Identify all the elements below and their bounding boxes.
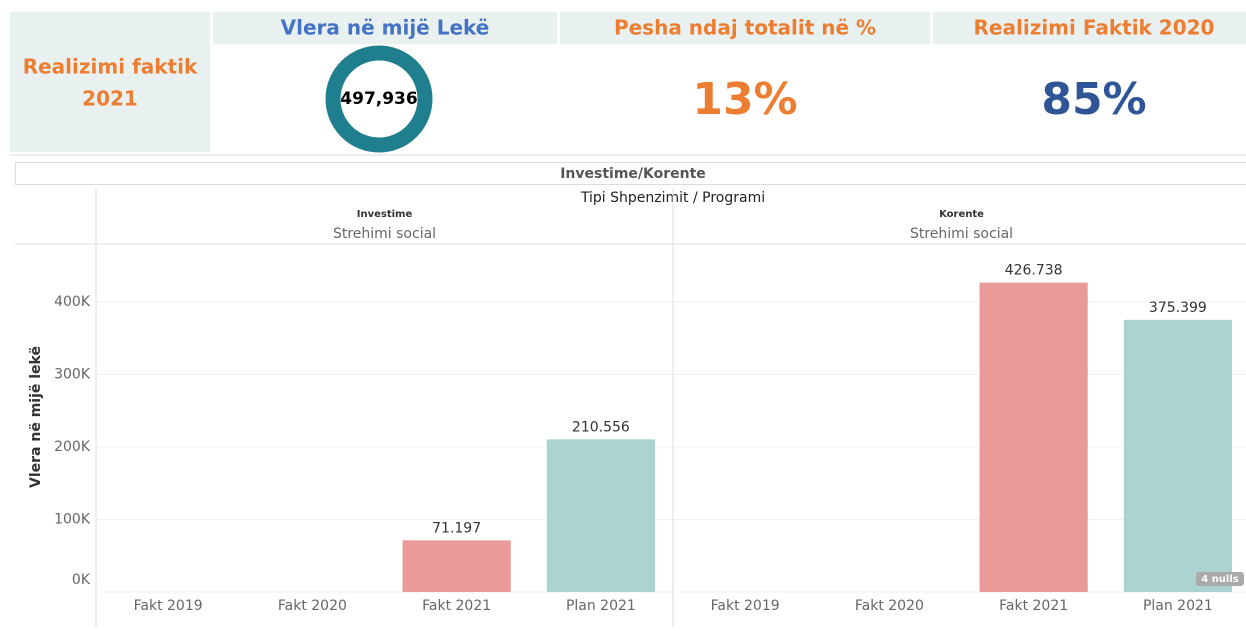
kpi-title: Pesha ndaj totalit në % (614, 16, 876, 40)
kpi-title: Vlera në mijë Lekë (281, 16, 490, 40)
x-tick-label: Fakt 2020 (855, 598, 924, 614)
x-tick-label: Fakt 2019 (134, 598, 203, 614)
value-label: 375.399 (1149, 300, 1207, 316)
kpi-value: 497,936 (340, 89, 417, 109)
x-tick-label: Fakt 2021 (422, 598, 491, 614)
panel-program: Strehimi social (333, 226, 436, 242)
nulls-indicator: 4 nulls (1201, 574, 1239, 585)
x-tick-label: Fakt 2021 (999, 598, 1068, 614)
value-label: 71.197 (432, 520, 481, 536)
left-panel (10, 12, 210, 152)
value-label: 210.556 (572, 419, 630, 435)
y-tick-label: 100K (54, 512, 91, 528)
bar (980, 283, 1088, 592)
panel-name: Investime (357, 209, 413, 220)
y-tick-label: 0K (72, 572, 91, 588)
value-label: 426.738 (1005, 263, 1063, 279)
bar (547, 439, 655, 592)
bar (1124, 320, 1232, 592)
y-axis-label: Vlera në mijë lekë (28, 346, 44, 488)
x-tick-label: Plan 2021 (1143, 598, 1213, 614)
y-tick-label: 400K (54, 294, 91, 310)
x-tick-label: Fakt 2020 (278, 598, 347, 614)
y-tick-label: 200K (54, 439, 91, 455)
bar (403, 540, 511, 592)
left-title-1: Realizimi faktik (23, 55, 198, 79)
kpi-value: 85% (1041, 74, 1146, 125)
y-tick-label: 300K (54, 367, 91, 383)
kpi-value: 13% (692, 74, 797, 125)
x-tick-label: Fakt 2019 (711, 598, 780, 614)
chart-title: Investime/Korente (560, 166, 706, 182)
left-title-2: 2021 (82, 87, 138, 111)
panel-program: Strehimi social (910, 226, 1013, 242)
x-tick-label: Plan 2021 (566, 598, 636, 614)
kpi-title: Realizimi Faktik 2020 (974, 16, 1215, 40)
panel-name: Korente (939, 209, 984, 220)
